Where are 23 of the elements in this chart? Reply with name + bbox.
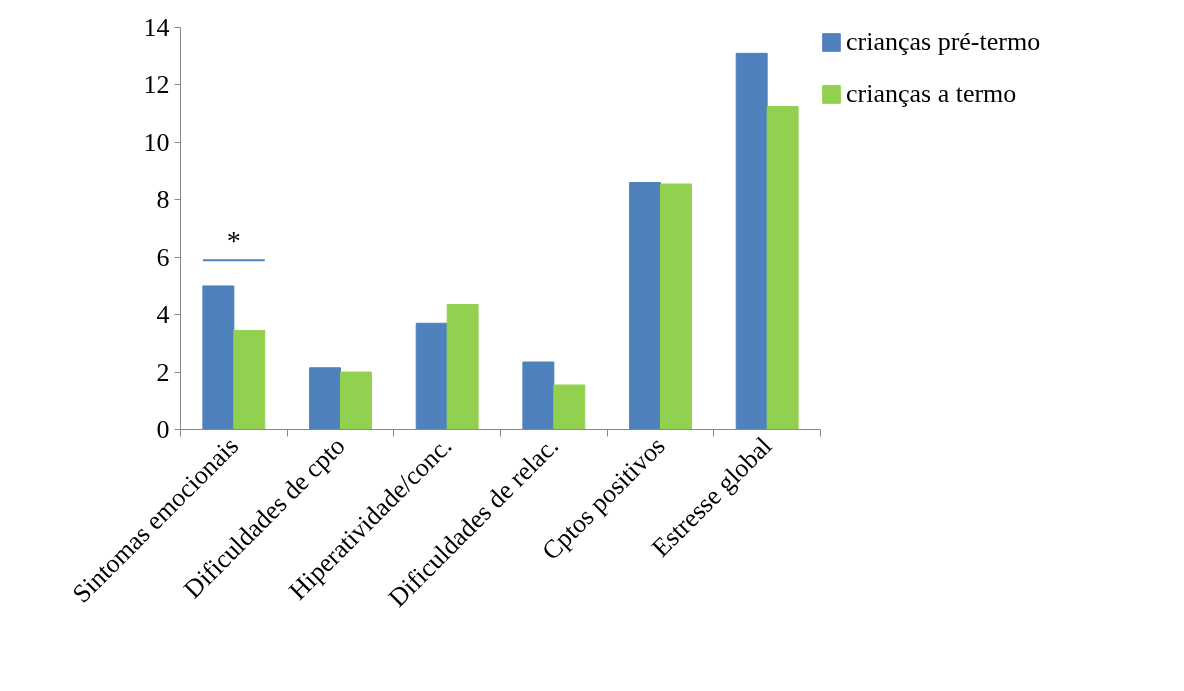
- bar: [629, 182, 661, 430]
- y-tick-label: 6: [156, 242, 170, 272]
- bar: [415, 322, 448, 430]
- bar: [553, 384, 586, 430]
- bar: [309, 367, 341, 430]
- bar: [660, 183, 692, 430]
- y-tick-label: 8: [156, 185, 170, 215]
- y-tick-label: 12: [143, 70, 170, 100]
- y-tick-label: 10: [143, 127, 170, 157]
- bar: [340, 371, 372, 430]
- bar: [202, 285, 235, 430]
- bar: [735, 52, 768, 430]
- annotation: *: [226, 224, 241, 256]
- bar: [766, 105, 799, 430]
- y-tick-label: 4: [156, 300, 170, 330]
- y-tick-label: 0: [156, 415, 170, 444]
- y-tick-label: 14: [143, 13, 170, 42]
- y-tick-label: 2: [156, 357, 170, 387]
- bar: [522, 361, 555, 430]
- legend-label: crianças a termo: [846, 79, 1017, 109]
- bar: [446, 304, 479, 430]
- bar: [233, 329, 266, 430]
- legend-label: crianças pré-termo: [846, 27, 1041, 57]
